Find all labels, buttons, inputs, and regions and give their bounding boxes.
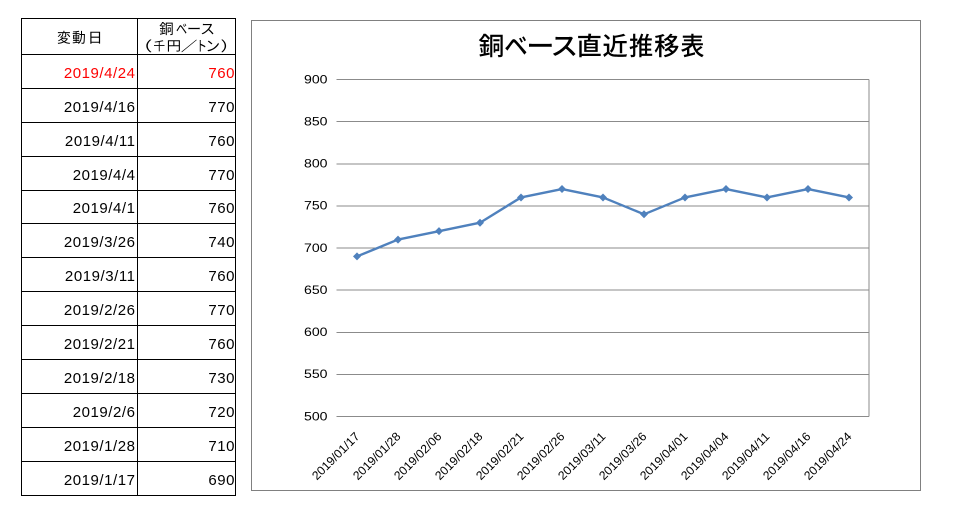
svg-text:800: 800 xyxy=(304,157,328,171)
svg-text:600: 600 xyxy=(304,325,328,339)
svg-text:900: 900 xyxy=(304,72,328,86)
svg-text:550: 550 xyxy=(304,367,328,381)
svg-text:650: 650 xyxy=(304,283,328,297)
svg-text:850: 850 xyxy=(304,114,328,128)
svg-text:750: 750 xyxy=(304,199,328,213)
svg-text:500: 500 xyxy=(304,409,328,423)
svg-text:700: 700 xyxy=(304,241,328,255)
